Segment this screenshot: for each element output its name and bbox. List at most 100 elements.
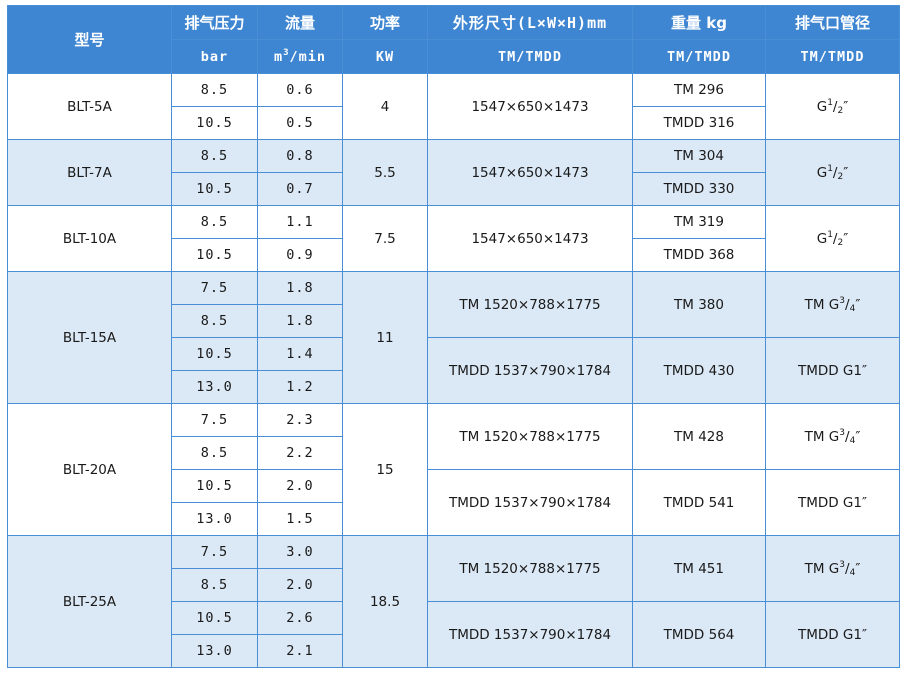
flow-cell: 0.6 (257, 73, 343, 107)
weight-tm-cell: TM 319 (632, 205, 766, 239)
dims-tmdd-cell: TMDD 1537×790×1784 (427, 469, 633, 536)
pressure-cell: 7.5 (171, 271, 258, 305)
table-row: 8.5 2.2 (8, 436, 900, 470)
flow-cell: 2.2 (257, 436, 343, 470)
flow-cell: 1.8 (257, 304, 343, 338)
dims-tmdd-cell: TMDD 1537×790×1784 (427, 601, 633, 668)
weight-tm-cell: TM 451 (632, 535, 766, 602)
header-outlet: 排气口管径 (765, 5, 900, 40)
table-row: 13.0 1.5 (8, 502, 900, 536)
table-row: 10.5 0.5 TMDD 316 (8, 106, 900, 140)
flow-cell: 1.4 (257, 337, 343, 371)
dims-cell: 1547×650×1473 (427, 139, 633, 206)
model-group: BLT-15A 7.5 1.8 11 TM 1520×788×1775 TM 3… (7, 271, 900, 404)
table-row: 13.0 2.1 (8, 634, 900, 668)
model-group: BLT-10A 8.5 1.1 7.5 1547×650×1473 TM 319… (7, 205, 900, 272)
weight-tmdd-cell: TMDD 564 (632, 601, 766, 668)
table-row: 10.5 0.7 TMDD 330 (8, 172, 900, 206)
pressure-cell: 8.5 (171, 73, 258, 107)
weight-tmdd-cell: TMDD 430 (632, 337, 766, 404)
table-row: 10.5 0.9 TMDD 368 (8, 238, 900, 272)
table-row: BLT-20A 7.5 2.3 15 TM 1520×788×1775 TM 4… (7, 403, 900, 536)
flow-cell: 0.9 (257, 238, 343, 272)
pressure-cell: 10.5 (171, 601, 258, 635)
model-cell: BLT-7A (7, 139, 172, 206)
power-cell: 11 (342, 271, 428, 404)
table-row: 10.5 1.4 TMDD 1537×790×1784 TMDD 430 TMD… (8, 337, 900, 404)
flow-cell: 2.0 (257, 469, 343, 503)
flow-cell: 1.8 (257, 271, 343, 305)
header-dims: 外形尺寸(L×W×H)mm (427, 5, 633, 40)
model-cell: BLT-5A (7, 73, 172, 140)
flow-cell: 1.5 (257, 502, 343, 536)
flow-cell: 3.0 (257, 535, 343, 569)
dims-tm-cell: TM 1520×788×1775 (427, 271, 633, 338)
power-cell: 4 (342, 73, 428, 140)
pressure-cell: 7.5 (171, 535, 258, 569)
header-dims-unit: TM/TMDD (427, 39, 633, 74)
dims-cell: 1547×650×1473 (427, 73, 633, 140)
weight-tm-cell: TM 296 (632, 73, 766, 107)
model-group: BLT-25A 7.5 3.0 18.5 TM 1520×788×1775 TM… (7, 535, 900, 668)
flow-cell: 0.7 (257, 172, 343, 206)
flow-cell: 2.6 (257, 601, 343, 635)
outlet-tm-cell: TM G3/4″ (765, 271, 900, 338)
table-row: 10.5 2.0 TMDD 1537×790×1784 TMDD 541 TMD… (8, 469, 900, 536)
table-row: BLT-7A 8.5 0.8 5.5 1547×650×1473 TM 304 … (7, 139, 900, 206)
dims-tm-cell: TM 1520×788×1775 (427, 535, 633, 602)
table-row: 8.5 1.8 (8, 304, 900, 338)
header-weight-unit: TM/TMDD (632, 39, 766, 74)
outlet-tmdd-cell: TMDD G1″ (765, 601, 900, 668)
pressure-cell: 10.5 (171, 172, 258, 206)
dims-cell: 1547×650×1473 (427, 205, 633, 272)
weight-tm-cell: TM 304 (632, 139, 766, 173)
power-cell: 7.5 (342, 205, 428, 272)
pressure-cell: 13.0 (171, 634, 258, 668)
model-group: BLT-5A 8.5 0.6 4 1547×650×1473 TM 296 G1… (7, 73, 900, 140)
table-row: BLT-10A 8.5 1.1 7.5 1547×650×1473 TM 319… (7, 205, 900, 272)
table-row: 10.5 2.6 TMDD 1537×790×1784 TMDD 564 TMD… (8, 601, 900, 668)
header-outlet-unit: TM/TMDD (765, 39, 900, 74)
flow-cell: 1.1 (257, 205, 343, 239)
model-group: BLT-7A 8.5 0.8 5.5 1547×650×1473 TM 304 … (7, 139, 900, 206)
weight-tm-cell: TM 428 (632, 403, 766, 470)
model-cell: BLT-25A (7, 535, 172, 668)
weight-tmdd-cell: TMDD 330 (632, 172, 766, 206)
weight-tmdd-cell: TMDD 368 (632, 238, 766, 272)
flow-cell: 2.1 (257, 634, 343, 668)
pressure-cell: 8.5 (171, 436, 258, 470)
weight-tmdd-cell: TMDD 316 (632, 106, 766, 140)
pressure-cell: 7.5 (171, 403, 258, 437)
outlet-tmdd-cell: TMDD G1″ (765, 469, 900, 536)
outlet-tmdd-cell: TMDD G1″ (765, 337, 900, 404)
weight-tm-cell: TM 380 (632, 271, 766, 338)
pressure-cell: 8.5 (171, 139, 258, 173)
table-row: BLT-25A 7.5 3.0 18.5 TM 1520×788×1775 TM… (7, 535, 900, 668)
table-row: BLT-5A 8.5 0.6 4 1547×650×1473 TM 296 G1… (7, 73, 900, 140)
header-flow-unit: m3/min (257, 39, 343, 74)
model-cell: BLT-10A (7, 205, 172, 272)
pressure-cell: 8.5 (171, 205, 258, 239)
outlet-tm-cell: TM G3/4″ (765, 535, 900, 602)
header-pressure-unit: bar (171, 39, 258, 74)
outlet-tm-cell: TM G3/4″ (765, 403, 900, 470)
table-row: BLT-15A 7.5 1.8 11 TM 1520×788×1775 TM 3… (7, 271, 900, 404)
model-cell: BLT-15A (7, 271, 172, 404)
model-cell: BLT-20A (7, 403, 172, 536)
pressure-cell: 8.5 (171, 568, 258, 602)
pressure-cell: 13.0 (171, 502, 258, 536)
outlet-cell: G1/2″ (765, 205, 900, 272)
outlet-cell: G1/2″ (765, 73, 900, 140)
power-cell: 18.5 (342, 535, 428, 668)
header-flow: 流量 (257, 5, 343, 40)
model-group: BLT-20A 7.5 2.3 15 TM 1520×788×1775 TM 4… (7, 403, 900, 536)
header-weight: 重量 kg (632, 5, 766, 40)
header-model: 型号 (7, 5, 172, 74)
pressure-cell: 10.5 (171, 106, 258, 140)
pressure-cell: 10.5 (171, 238, 258, 272)
flow-cell: 1.2 (257, 370, 343, 404)
pressure-cell: 8.5 (171, 304, 258, 338)
header-power-unit: KW (342, 39, 428, 74)
power-cell: 5.5 (342, 139, 428, 206)
pressure-cell: 13.0 (171, 370, 258, 404)
